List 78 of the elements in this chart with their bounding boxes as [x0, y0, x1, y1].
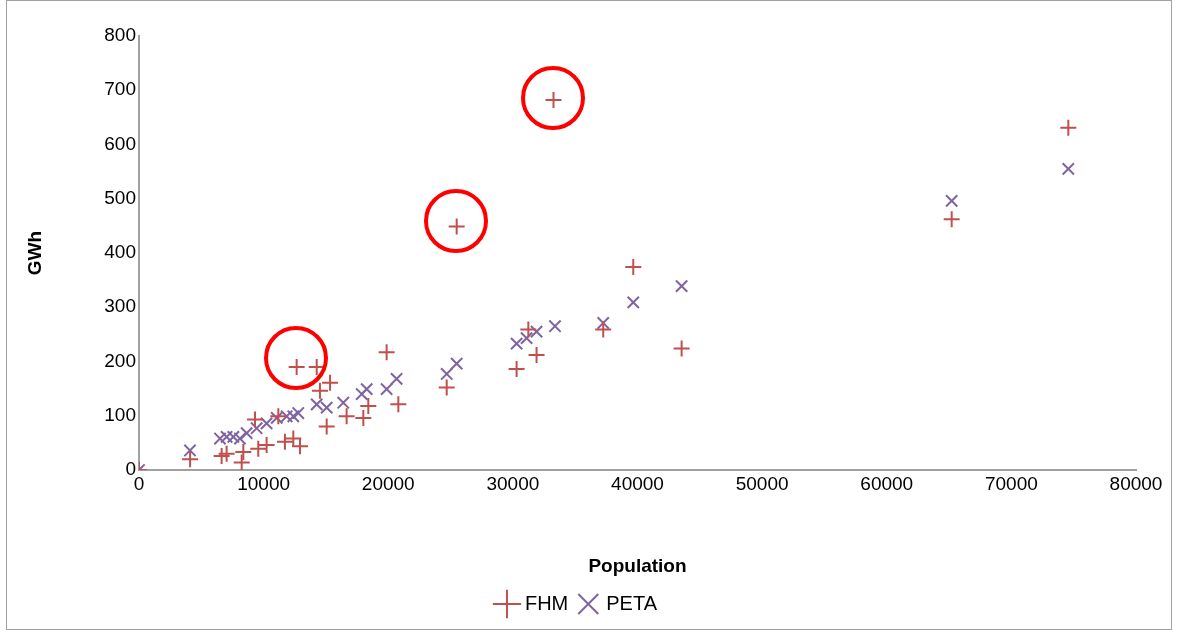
point — [529, 325, 544, 339]
point — [354, 408, 373, 427]
y-tick-label: 800 — [104, 24, 136, 46]
point — [672, 339, 691, 358]
point — [212, 446, 231, 465]
point — [183, 443, 197, 458]
point — [519, 320, 538, 339]
point — [379, 382, 394, 396]
point — [240, 426, 254, 440]
x-tick-label: 70000 — [984, 472, 1038, 494]
point — [246, 410, 265, 429]
y-tick-label: 400 — [104, 241, 136, 263]
x-tick-label: 30000 — [486, 472, 540, 494]
point — [269, 407, 288, 426]
x-tick-label: 40000 — [611, 472, 664, 494]
point — [507, 360, 526, 379]
point — [226, 430, 240, 444]
point — [519, 331, 534, 345]
point — [259, 416, 274, 430]
point — [249, 439, 268, 458]
point — [360, 382, 374, 396]
point — [527, 345, 546, 364]
point — [674, 279, 689, 293]
point — [310, 381, 329, 400]
point — [219, 430, 234, 444]
legend-label: FHM — [524, 591, 569, 614]
x-tick-label: 80000 — [1109, 472, 1163, 494]
point — [234, 443, 253, 462]
point — [359, 396, 378, 415]
point — [437, 378, 456, 397]
y-tick-label: 300 — [104, 295, 136, 317]
point — [450, 357, 464, 371]
x-tick-label: 10000 — [237, 472, 291, 494]
point — [509, 336, 524, 351]
y-axis-title: GWh — [23, 230, 45, 276]
point — [355, 387, 369, 401]
point — [942, 210, 961, 229]
point — [181, 450, 200, 469]
point — [336, 396, 350, 410]
point — [389, 395, 408, 414]
x-tick-label: 20000 — [361, 472, 415, 494]
point — [257, 436, 276, 455]
point — [945, 194, 959, 208]
point — [440, 367, 454, 381]
point — [321, 373, 340, 392]
y-tick-label: 100 — [104, 403, 136, 425]
point — [320, 400, 334, 415]
point — [286, 409, 300, 423]
point — [1061, 162, 1075, 176]
point — [291, 406, 305, 420]
x-tick-label: 60000 — [860, 472, 914, 494]
point — [594, 320, 613, 339]
point — [337, 407, 356, 426]
point — [280, 409, 294, 423]
y-tick-label: 200 — [104, 349, 136, 371]
point — [232, 453, 251, 470]
legend-label: PETA — [606, 591, 658, 614]
point — [317, 417, 336, 436]
point — [249, 421, 264, 435]
point — [377, 343, 396, 362]
point — [275, 432, 294, 451]
point — [310, 397, 324, 412]
y-tick-label: 600 — [104, 132, 136, 154]
point — [626, 295, 640, 310]
y-tick-label: 500 — [104, 186, 136, 208]
x-axis-title: Population — [588, 554, 687, 576]
y-tick-label: 0 — [125, 458, 136, 480]
point — [548, 319, 562, 333]
point — [596, 316, 610, 330]
x-tick-label: 50000 — [735, 472, 789, 494]
point — [389, 372, 404, 386]
y-tick-label: 700 — [104, 78, 136, 100]
point — [217, 444, 236, 463]
point — [233, 431, 247, 446]
point — [213, 431, 227, 446]
point — [624, 258, 643, 277]
point — [270, 411, 284, 425]
point — [1059, 118, 1078, 137]
